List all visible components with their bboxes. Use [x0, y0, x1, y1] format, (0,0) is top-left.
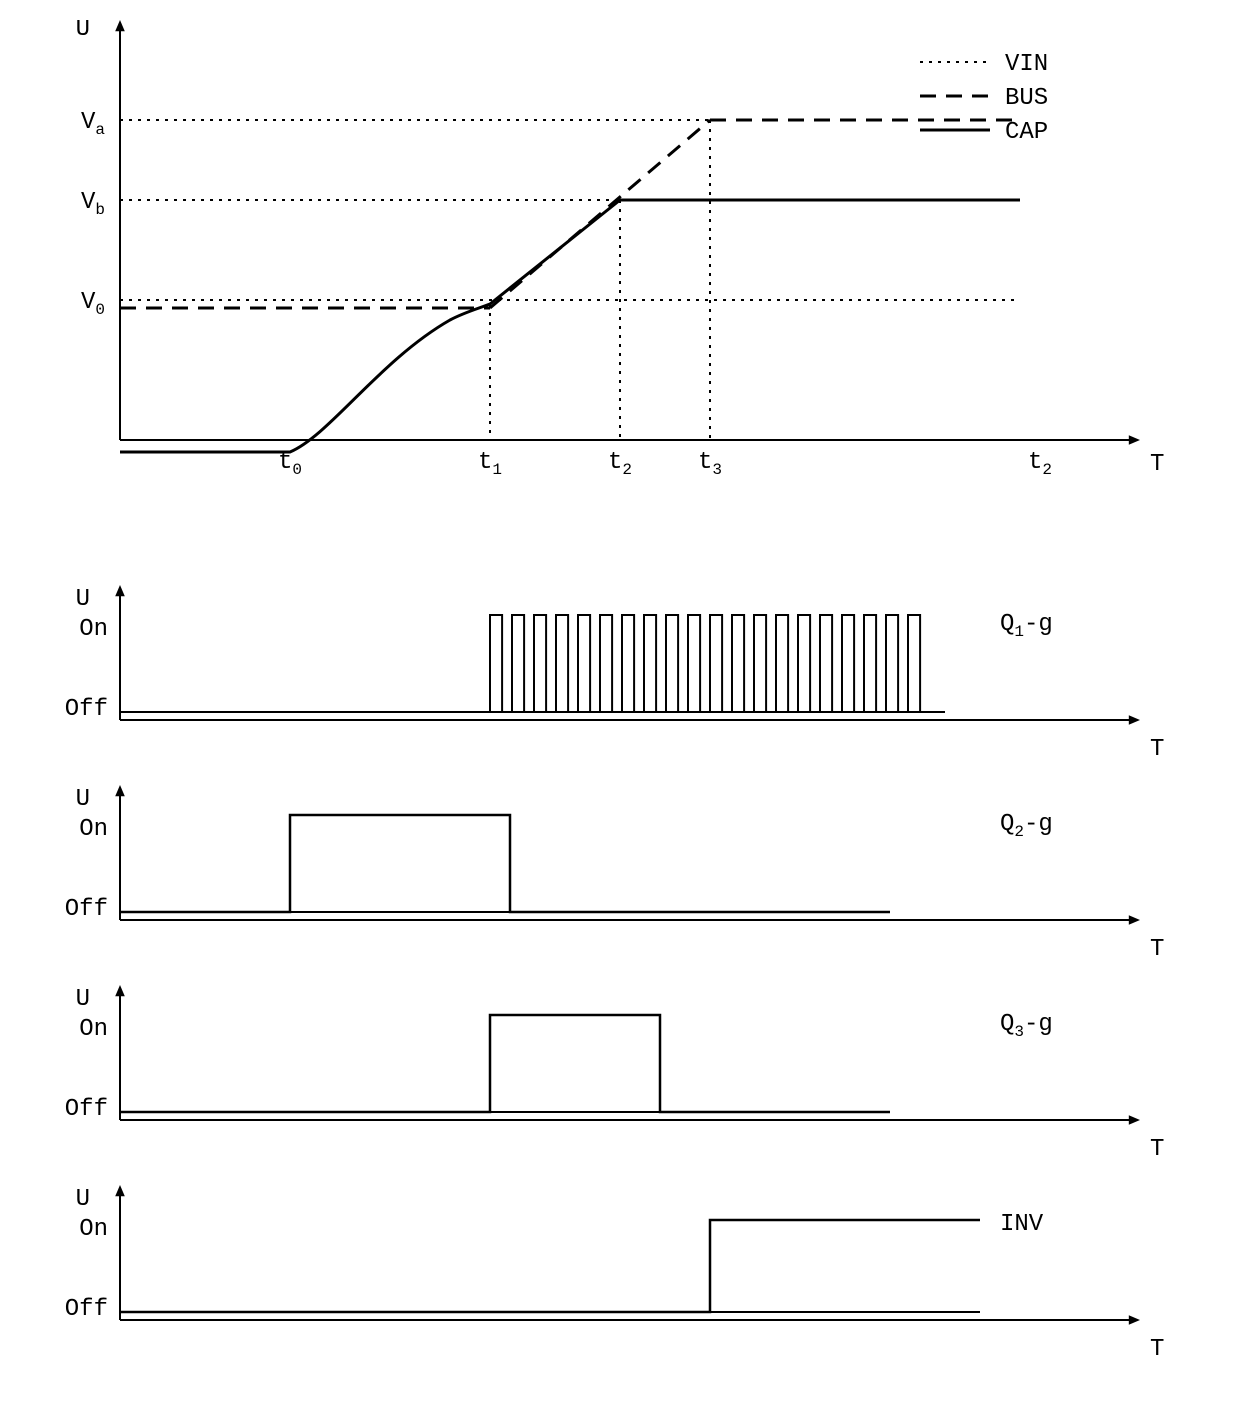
- svg-text:On: On: [79, 1016, 108, 1043]
- svg-text:T: T: [1150, 936, 1164, 963]
- svg-text:BUS: BUS: [1005, 85, 1048, 112]
- svg-text:Va: Va: [81, 109, 105, 139]
- svg-text:t2: t2: [1028, 449, 1052, 479]
- svg-text:T: T: [1150, 1136, 1164, 1163]
- svg-text:U: U: [76, 786, 90, 813]
- svg-text:Off: Off: [65, 696, 108, 723]
- timing-diagram-container: UTVaVbV0t0t1t2t3t2VINBUSCAPUOnOffTQ1-gUO…: [20, 20, 1220, 1400]
- svg-text:On: On: [79, 1216, 108, 1243]
- svg-text:Off: Off: [65, 1096, 108, 1123]
- svg-text:U: U: [76, 1186, 90, 1213]
- svg-text:CAP: CAP: [1005, 119, 1048, 146]
- svg-text:T: T: [1150, 1336, 1164, 1363]
- svg-text:T: T: [1150, 451, 1164, 478]
- svg-text:Off: Off: [65, 1296, 108, 1323]
- svg-text:T: T: [1150, 736, 1164, 763]
- svg-text:Vb: Vb: [81, 189, 105, 219]
- svg-text:On: On: [79, 616, 108, 643]
- svg-text:t1: t1: [478, 449, 502, 479]
- svg-text:VIN: VIN: [1005, 51, 1048, 78]
- svg-text:On: On: [79, 816, 108, 843]
- svg-text:Q1-g: Q1-g: [1000, 611, 1053, 641]
- svg-text:Q3-g: Q3-g: [1000, 1011, 1053, 1041]
- svg-text:Off: Off: [65, 896, 108, 923]
- svg-text:U: U: [76, 586, 90, 613]
- svg-text:INV: INV: [1000, 1211, 1044, 1238]
- timing-diagram-svg: UTVaVbV0t0t1t2t3t2VINBUSCAPUOnOffTQ1-gUO…: [20, 20, 1220, 1400]
- svg-text:t2: t2: [608, 449, 632, 479]
- svg-text:U: U: [76, 20, 90, 43]
- svg-text:Q2-g: Q2-g: [1000, 811, 1053, 841]
- svg-text:t3: t3: [698, 449, 722, 479]
- svg-text:V0: V0: [81, 289, 105, 319]
- svg-text:U: U: [76, 986, 90, 1013]
